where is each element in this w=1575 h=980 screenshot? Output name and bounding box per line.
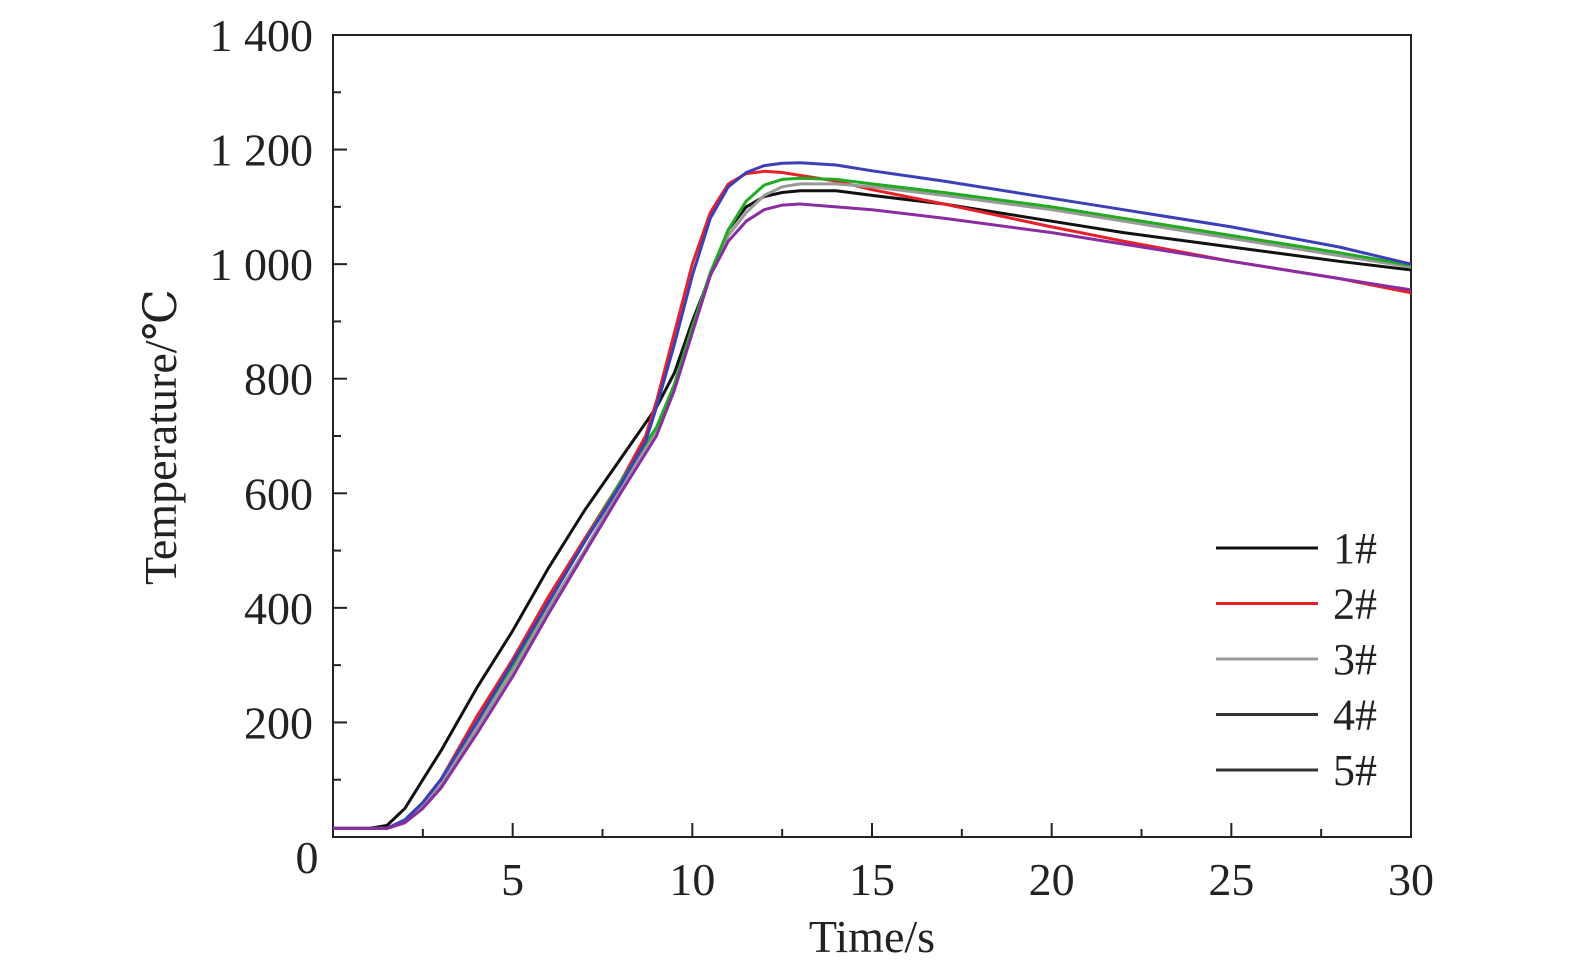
y-tick-label-600: 600 — [244, 468, 313, 519]
series-line-1 — [333, 189, 1412, 830]
x-tick-label-25: 25 — [1208, 854, 1254, 905]
y-tick-label-800: 800 — [244, 354, 313, 405]
x-tick-label-15: 15 — [849, 854, 895, 905]
legend: 1# 2# 3# 4# 5# — [1216, 524, 1377, 795]
y-tick-label-1000: 1 000 — [210, 239, 314, 290]
y-axis-label: Temperature/℃ — [135, 289, 186, 585]
y-tick-label-400: 400 — [244, 583, 313, 634]
legend-label-2: 2# — [1333, 580, 1377, 629]
legend-label-5: 5# — [1333, 746, 1377, 795]
x-tick-label-30: 30 — [1388, 854, 1434, 905]
y-tick-label-1400: 1 400 — [210, 10, 314, 61]
series-line-4 — [333, 176, 1412, 830]
x-tick-label-10: 10 — [669, 854, 715, 905]
series-line-3 — [333, 182, 1412, 830]
legend-label-4: 4# — [1333, 691, 1377, 740]
plot-frame — [332, 34, 1412, 838]
y-tick-label-1200: 1 200 — [210, 125, 314, 176]
x-axis-label: Time/s — [809, 911, 935, 962]
legend-label-1: 1# — [1333, 524, 1377, 573]
series-line-5 — [333, 161, 1412, 830]
origin-label: 0 — [296, 832, 319, 883]
x-tick-label-20: 20 — [1029, 854, 1075, 905]
legend-label-3: 3# — [1333, 635, 1377, 684]
series-line-6 — [333, 202, 1412, 830]
series-line-2 — [333, 169, 1412, 830]
y-tick-label-200: 200 — [244, 697, 313, 748]
x-tick-label-5: 5 — [501, 854, 524, 905]
